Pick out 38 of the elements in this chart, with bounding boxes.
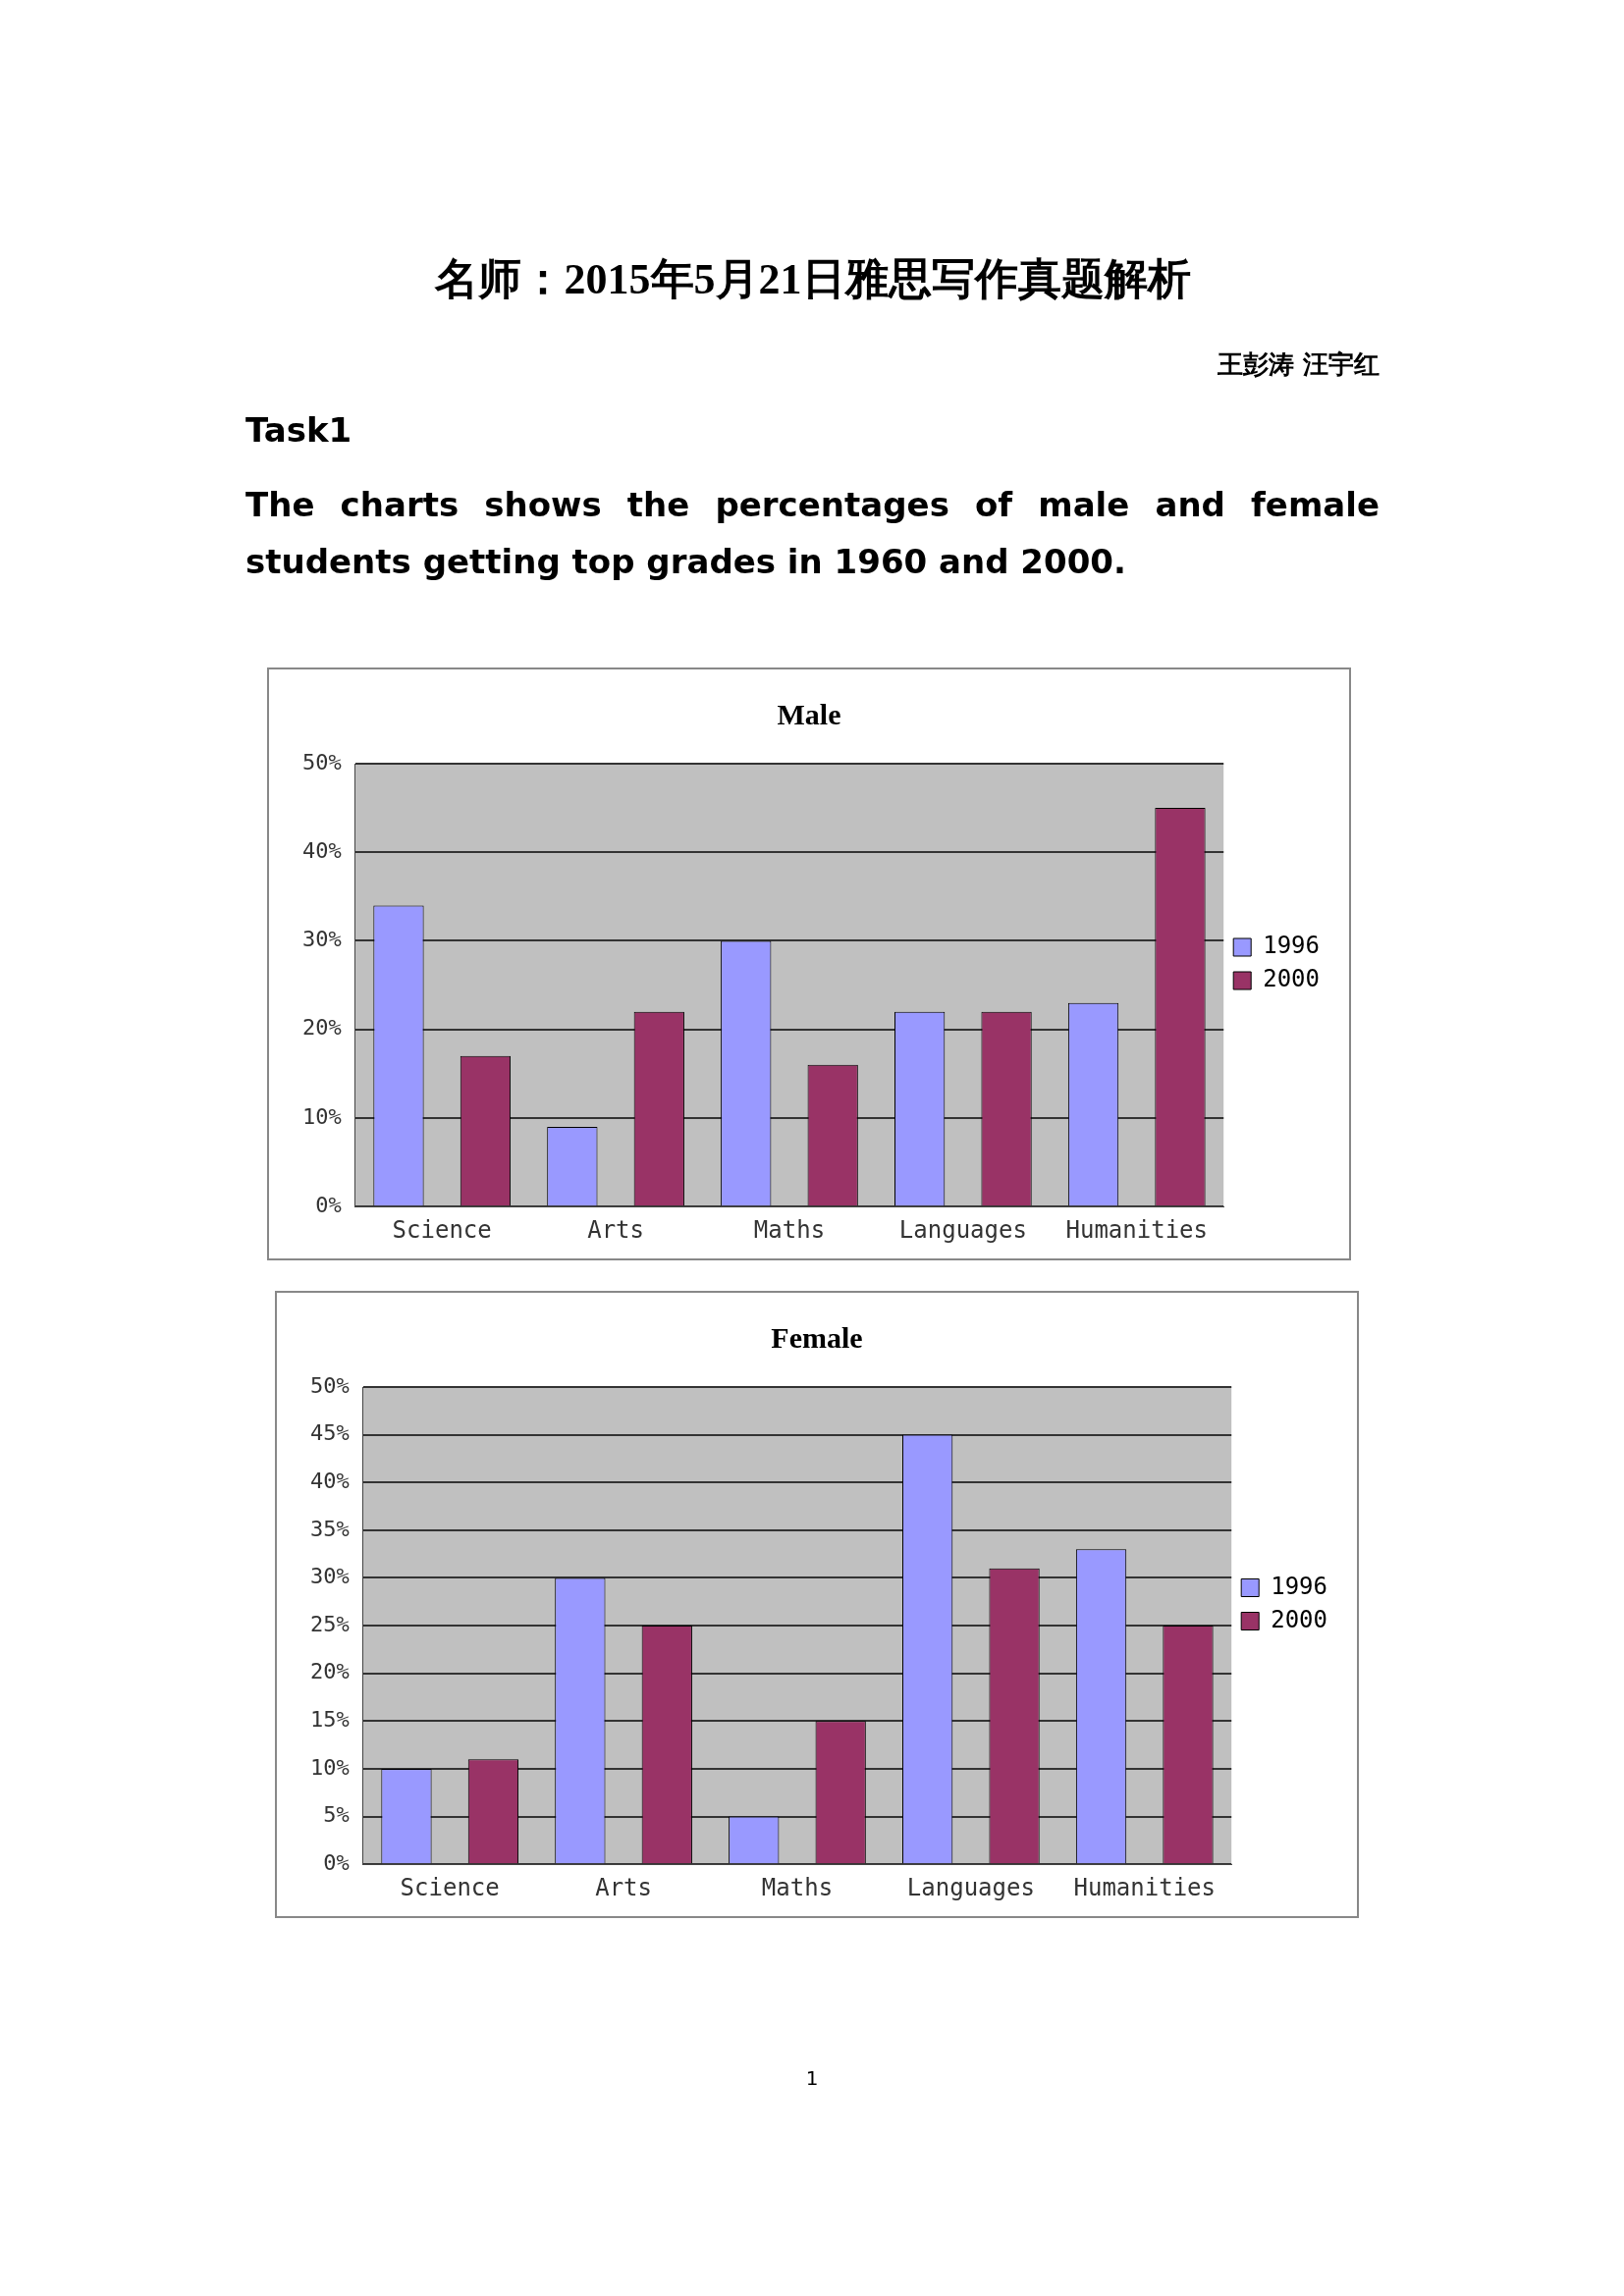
- chart-title: Male: [777, 697, 841, 730]
- y-tick-label: 25%: [309, 1611, 350, 1636]
- y-tick-label: 40%: [301, 837, 342, 863]
- y-tick-label: 50%: [309, 1372, 350, 1398]
- y-tick-label: 20%: [309, 1659, 350, 1684]
- x-tick-label: Arts: [587, 1215, 644, 1244]
- legend-label: 2000: [1271, 1605, 1327, 1633]
- y-tick-label: 0%: [323, 1849, 350, 1875]
- y-tick-label: 30%: [309, 1564, 350, 1589]
- y-tick-label: 15%: [309, 1707, 350, 1733]
- text: The charts shows the percentages of male and female students getting top grades in 1960 and 2000.: [245, 484, 1380, 583]
- text: 王彭涛 汪宇红: [1216, 348, 1380, 381]
- y-tick-label: 35%: [309, 1516, 350, 1541]
- legend-label: 2000: [1263, 965, 1320, 993]
- x-tick-label: Languages: [906, 1873, 1035, 1901]
- y-tick-label: 10%: [309, 1754, 350, 1780]
- x-tick-label: Humanities: [1065, 1215, 1209, 1244]
- legend-label: 1996: [1271, 1572, 1327, 1600]
- chart-title: Female: [771, 1320, 863, 1354]
- x-tick-label: Arts: [595, 1873, 652, 1901]
- legend-label: 1996: [1263, 932, 1320, 960]
- y-tick-label: 45%: [309, 1420, 350, 1446]
- y-tick-label: 5%: [323, 1802, 350, 1828]
- x-tick-label: Science: [392, 1215, 492, 1244]
- y-tick-label: 30%: [301, 927, 342, 952]
- x-tick-label: Maths: [753, 1215, 826, 1244]
- text: 1: [804, 2066, 820, 2090]
- y-tick-label: 0%: [315, 1192, 342, 1217]
- y-tick-label: 40%: [309, 1468, 350, 1493]
- x-tick-label: Humanities: [1073, 1873, 1217, 1901]
- y-tick-label: 10%: [301, 1103, 342, 1129]
- x-tick-label: Science: [400, 1873, 500, 1901]
- text: 名师：2015年5月21日雅思写作真题解析: [433, 254, 1192, 305]
- text: Task1: [245, 409, 353, 452]
- x-tick-label: Maths: [761, 1873, 834, 1901]
- y-tick-label: 20%: [301, 1015, 342, 1041]
- x-tick-label: Languages: [898, 1215, 1027, 1244]
- y-tick-label: 50%: [301, 749, 342, 774]
